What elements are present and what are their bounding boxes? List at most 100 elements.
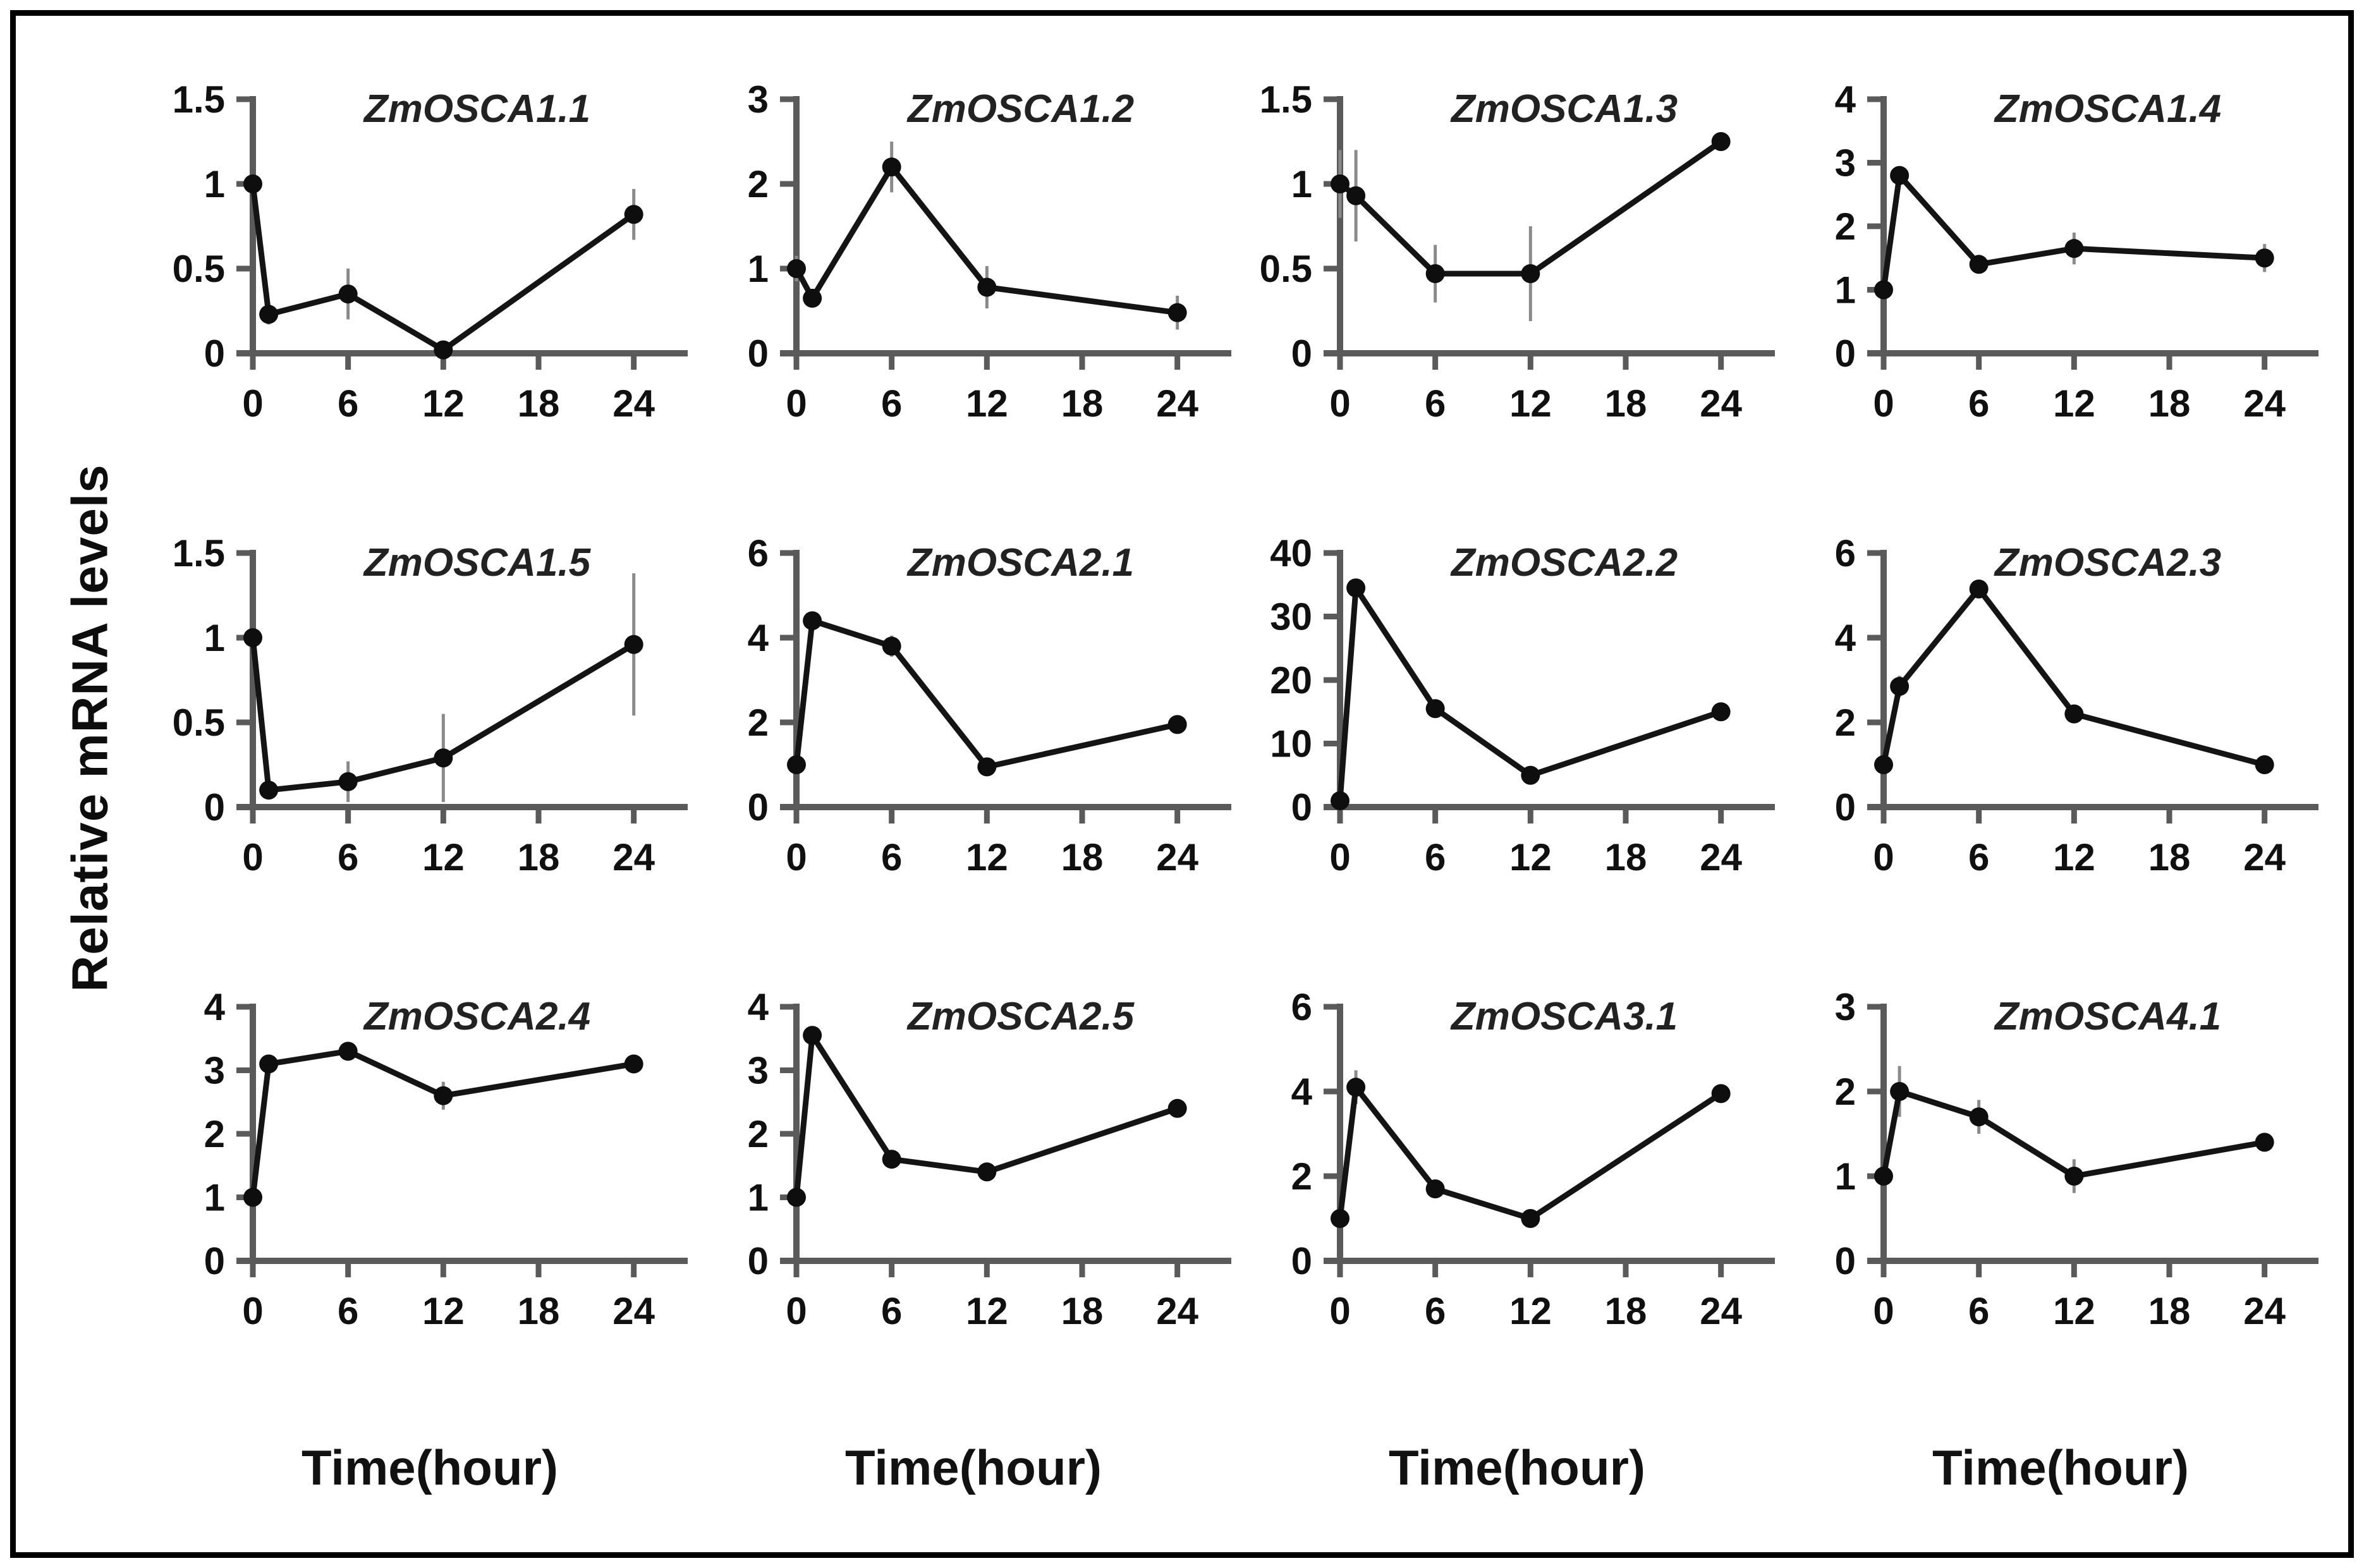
svg-text:18: 18 — [1605, 1290, 1647, 1332]
svg-text:18: 18 — [1605, 382, 1647, 425]
x-axis-label: Time(hour) — [1932, 1440, 2189, 1495]
chart-panel-zmosca4-1: ZmOSCA4.1 0 1 2 3 0 6 12 18 24 — [1789, 964, 2332, 1400]
svg-text:12: 12 — [2053, 382, 2095, 425]
chart-panel-zmosca1-5: ZmOSCA1.5 0 0.5 1 1.5 0 6 12 18 24 — [158, 510, 702, 946]
svg-text:4: 4 — [1835, 78, 1856, 121]
svg-text:0: 0 — [242, 382, 263, 425]
svg-text:0: 0 — [1835, 1240, 1856, 1282]
svg-text:24: 24 — [2243, 1290, 2286, 1332]
svg-text:3: 3 — [748, 78, 769, 121]
svg-text:24: 24 — [1700, 1290, 1742, 1332]
svg-text:12: 12 — [2053, 836, 2095, 878]
svg-text:0: 0 — [748, 332, 769, 375]
svg-text:0: 0 — [1835, 786, 1856, 829]
svg-text:2: 2 — [1835, 702, 1856, 744]
svg-text:4: 4 — [1835, 617, 1856, 659]
svg-text:0: 0 — [786, 382, 807, 425]
svg-text:6: 6 — [881, 836, 902, 878]
panel-title: ZmOSCA2.3 — [1994, 541, 2221, 585]
svg-text:12: 12 — [422, 1290, 465, 1332]
panel-title: ZmOSCA1.3 — [1450, 87, 1678, 131]
panel-title: ZmOSCA1.4 — [1994, 87, 2221, 131]
svg-text:0: 0 — [748, 1240, 769, 1282]
svg-text:1.5: 1.5 — [173, 78, 225, 121]
svg-text:10: 10 — [1270, 723, 1312, 765]
svg-text:24: 24 — [2243, 836, 2286, 878]
svg-text:3: 3 — [204, 1050, 225, 1092]
svg-text:1.5: 1.5 — [1260, 78, 1312, 121]
x-axis-label: Time(hour) — [302, 1440, 558, 1495]
svg-text:18: 18 — [1061, 836, 1104, 878]
svg-text:12: 12 — [422, 382, 465, 425]
svg-text:1: 1 — [204, 1177, 225, 1219]
svg-text:2: 2 — [1835, 205, 1856, 248]
svg-text:24: 24 — [1700, 382, 1742, 425]
svg-text:2: 2 — [748, 163, 769, 205]
chart-panel-zmosca1-3: ZmOSCA1.3 0 0.5 1 1.5 0 6 12 18 24 — [1245, 56, 1789, 492]
panel-title: ZmOSCA2.1 — [906, 541, 1134, 585]
x-axis-label: Time(hour) — [1389, 1440, 1645, 1495]
panel-title: ZmOSCA3.1 — [1450, 995, 1678, 1038]
svg-text:1: 1 — [204, 617, 225, 659]
svg-text:0: 0 — [204, 1240, 225, 1282]
svg-text:0: 0 — [1835, 332, 1856, 375]
svg-text:3: 3 — [1835, 142, 1856, 185]
svg-text:6: 6 — [1968, 1290, 1989, 1332]
panel-title: ZmOSCA2.2 — [1450, 541, 1678, 585]
x-axis-label: Time(hour) — [845, 1440, 1102, 1495]
svg-text:0: 0 — [1873, 1290, 1894, 1332]
svg-text:30: 30 — [1270, 596, 1312, 638]
figure-frame: Relative mRNA levels ZmOSCA1.1 0 0.5 1 1.5 0… — [10, 10, 2354, 1558]
svg-text:24: 24 — [2243, 382, 2286, 425]
panel-title: ZmOSCA1.1 — [363, 87, 590, 131]
svg-text:18: 18 — [518, 1290, 560, 1332]
y-axis-label: Relative mRNA levels — [61, 464, 118, 992]
svg-text:12: 12 — [966, 382, 1008, 425]
svg-text:0: 0 — [204, 332, 225, 375]
line-chart-zmosca1-1: ZmOSCA1.1 0 0.5 1 1.5 0 6 12 18 24 — [173, 78, 688, 425]
svg-text:6: 6 — [748, 532, 769, 574]
svg-text:0.5: 0.5 — [1260, 248, 1312, 290]
svg-text:3: 3 — [748, 1050, 769, 1092]
svg-text:2: 2 — [204, 1113, 225, 1155]
svg-text:6: 6 — [1425, 382, 1446, 425]
svg-text:6: 6 — [1968, 836, 1989, 878]
svg-text:18: 18 — [2148, 382, 2191, 425]
svg-text:12: 12 — [966, 1290, 1008, 1332]
svg-text:6: 6 — [338, 836, 358, 878]
svg-text:24: 24 — [1156, 382, 1198, 425]
svg-text:12: 12 — [1509, 836, 1552, 878]
svg-text:1: 1 — [1291, 163, 1312, 205]
x-axis-label-col2: Time(hour) — [702, 1418, 1245, 1497]
svg-text:0: 0 — [204, 786, 225, 829]
line-chart-zmosca2-2: ZmOSCA2.2 0 10 20 30 40 0 6 12 18 24 — [1270, 532, 1775, 878]
svg-text:2: 2 — [1835, 1071, 1856, 1113]
panel-title: ZmOSCA1.2 — [906, 87, 1134, 131]
chart-panel-zmosca2-3: ZmOSCA2.3 0 2 4 6 0 6 12 18 24 — [1789, 510, 2332, 946]
svg-text:18: 18 — [2148, 836, 2191, 878]
svg-text:24: 24 — [612, 382, 655, 425]
svg-text:0: 0 — [1291, 332, 1312, 375]
svg-text:6: 6 — [1968, 382, 1989, 425]
svg-text:24: 24 — [612, 1290, 655, 1332]
svg-text:0.5: 0.5 — [173, 248, 225, 290]
svg-text:0: 0 — [242, 836, 263, 878]
panel-title: ZmOSCA1.5 — [363, 541, 592, 585]
x-axis-label-col4: Time(hour) — [1789, 1418, 2332, 1497]
panel-title: ZmOSCA2.4 — [363, 995, 590, 1038]
svg-text:4: 4 — [748, 986, 769, 1028]
svg-text:2: 2 — [1291, 1155, 1312, 1198]
chart-panel-zmosca2-1: ZmOSCA2.1 0 2 4 6 0 6 12 18 24 — [702, 510, 1245, 946]
svg-text:18: 18 — [1061, 382, 1104, 425]
svg-text:18: 18 — [1605, 836, 1647, 878]
panel-title: ZmOSCA2.5 — [906, 995, 1135, 1038]
svg-text:6: 6 — [1425, 1290, 1446, 1332]
svg-text:1.5: 1.5 — [173, 532, 225, 574]
x-axis-label-col1: Time(hour) — [158, 1418, 702, 1497]
svg-text:1: 1 — [1835, 269, 1856, 312]
